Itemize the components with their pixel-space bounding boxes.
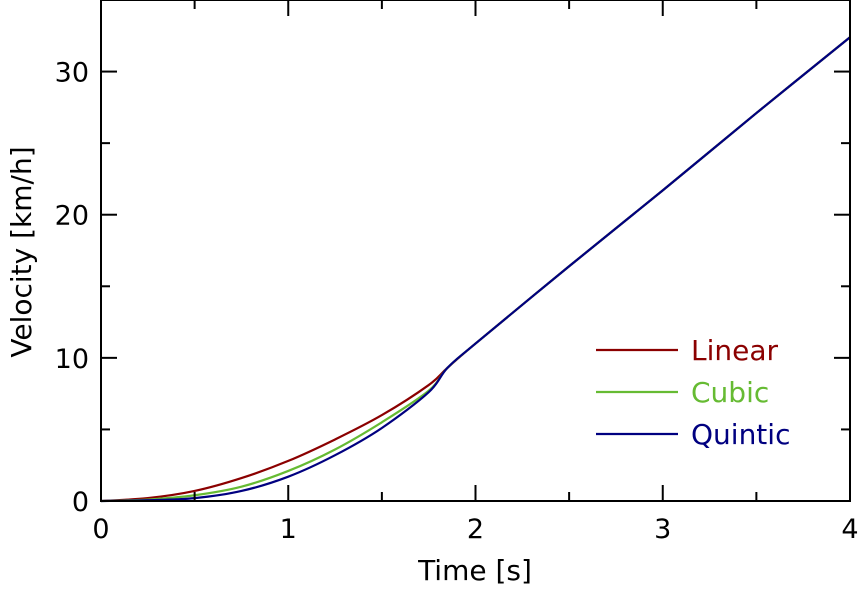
legend-label-linear: Linear — [691, 334, 779, 367]
series-layer — [100, 36, 851, 503]
x-tick-label: 2 — [467, 514, 484, 545]
x-tick-label: 3 — [654, 514, 671, 545]
legend-label-quintic: Quintic — [691, 418, 790, 451]
x-tick-label: 0 — [92, 514, 109, 545]
series-line-quintic — [100, 36, 851, 503]
y-tick-label: 20 — [55, 201, 89, 232]
legend-label-cubic: Cubic — [691, 376, 769, 409]
x-tick-label: 4 — [841, 514, 858, 545]
tick-label-layer: 0 1 2 3 4 0 10 20 30 — [55, 58, 859, 545]
y-tick-label: 10 — [55, 344, 89, 375]
y-tick-label: 30 — [55, 58, 89, 89]
y-axis-label: Velocity [km/h] — [5, 146, 38, 357]
legend: Linear Cubic Quintic — [596, 334, 790, 451]
x-axis-label: Time [s] — [417, 554, 532, 587]
tick-layer — [100, 0, 851, 502]
x-tick-label: 1 — [280, 514, 297, 545]
y-tick-label: 0 — [72, 487, 89, 518]
